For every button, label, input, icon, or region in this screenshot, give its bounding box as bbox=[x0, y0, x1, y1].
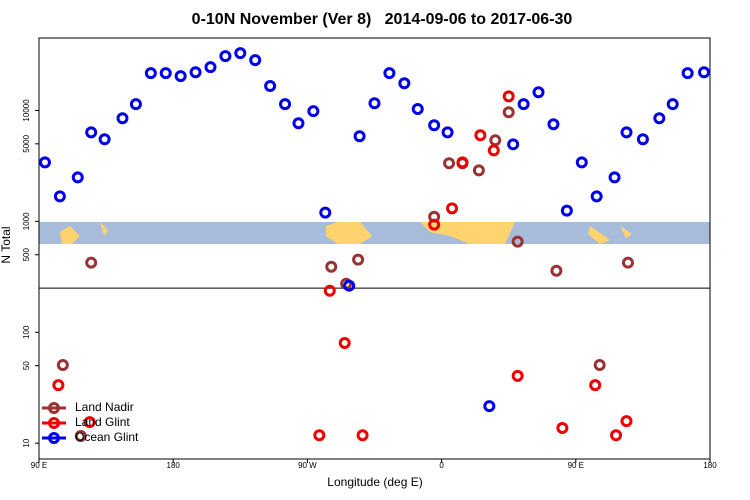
point bbox=[368, 97, 381, 110]
point bbox=[292, 117, 305, 130]
x-tick-label: 90 E bbox=[31, 461, 47, 470]
point bbox=[511, 235, 524, 248]
point bbox=[83, 416, 96, 429]
x-axis-label: Longitude (deg E) bbox=[327, 475, 422, 489]
point bbox=[487, 144, 500, 157]
legend-label: Land Nadir bbox=[75, 400, 134, 414]
point bbox=[352, 253, 365, 266]
point bbox=[502, 106, 515, 119]
point bbox=[74, 430, 87, 443]
point bbox=[428, 218, 441, 231]
point bbox=[38, 156, 51, 169]
point bbox=[621, 256, 634, 269]
point bbox=[511, 369, 524, 382]
point bbox=[85, 256, 98, 269]
point bbox=[446, 202, 459, 215]
legend-label: Ocean Glint bbox=[75, 430, 139, 444]
point bbox=[517, 98, 530, 111]
point bbox=[98, 133, 111, 146]
plot-frame bbox=[38, 37, 711, 460]
point bbox=[279, 98, 292, 111]
point bbox=[353, 130, 366, 143]
point bbox=[313, 429, 326, 442]
point bbox=[249, 54, 262, 67]
point bbox=[174, 70, 187, 83]
y-tick-label: 10 bbox=[22, 438, 31, 447]
y-tick-label: 10000 bbox=[22, 99, 31, 122]
legend-label: Land Glint bbox=[75, 415, 130, 429]
point bbox=[610, 429, 623, 442]
point bbox=[234, 47, 247, 60]
point bbox=[698, 66, 711, 79]
point bbox=[411, 103, 424, 116]
point bbox=[489, 134, 502, 147]
y-axis-label: N Total bbox=[0, 226, 13, 263]
point bbox=[219, 50, 232, 63]
point bbox=[556, 422, 569, 435]
point bbox=[356, 429, 369, 442]
point bbox=[159, 67, 172, 80]
point bbox=[620, 415, 633, 428]
point bbox=[681, 67, 694, 80]
point bbox=[472, 164, 485, 177]
legend-marker bbox=[48, 432, 60, 444]
y-tick-label: 500 bbox=[22, 248, 31, 262]
point bbox=[483, 400, 496, 413]
point bbox=[608, 171, 621, 184]
point bbox=[338, 337, 351, 350]
point bbox=[52, 379, 65, 392]
point bbox=[189, 66, 202, 79]
point bbox=[85, 126, 98, 139]
point bbox=[636, 133, 649, 146]
legend-marker bbox=[48, 402, 60, 414]
point bbox=[323, 284, 336, 297]
point bbox=[129, 98, 142, 111]
point bbox=[653, 112, 666, 125]
chart-title: 0-10N November (Ver 8) 2014-09-06 to 201… bbox=[192, 11, 573, 28]
point bbox=[560, 204, 573, 217]
point bbox=[590, 190, 603, 203]
legend-marker bbox=[48, 417, 60, 429]
point bbox=[589, 379, 602, 392]
x-tick-label: 90 E bbox=[568, 461, 584, 470]
point bbox=[343, 279, 356, 292]
point bbox=[507, 138, 520, 151]
point bbox=[666, 98, 679, 111]
point bbox=[264, 80, 277, 93]
point bbox=[428, 119, 441, 132]
point bbox=[53, 190, 66, 203]
x-tick-label: 180 bbox=[703, 461, 717, 470]
point bbox=[398, 77, 411, 90]
point bbox=[441, 126, 454, 139]
point bbox=[532, 86, 545, 99]
point bbox=[593, 358, 606, 371]
y-tick-label: 50 bbox=[22, 361, 31, 370]
point bbox=[144, 67, 157, 80]
point bbox=[383, 67, 396, 80]
x-tick-label: 90 W bbox=[298, 461, 317, 470]
point bbox=[204, 61, 217, 74]
point bbox=[443, 157, 456, 170]
point bbox=[502, 90, 515, 103]
point bbox=[547, 118, 560, 131]
x-tick-label: 180 bbox=[167, 461, 181, 470]
y-tick-label: 5000 bbox=[22, 134, 31, 152]
point bbox=[319, 206, 332, 219]
point bbox=[474, 129, 487, 142]
point bbox=[71, 171, 84, 184]
map-strip bbox=[39, 222, 710, 244]
point bbox=[307, 105, 320, 118]
point bbox=[456, 156, 469, 169]
point bbox=[620, 126, 633, 139]
y-tick-label: 100 bbox=[22, 325, 31, 339]
x-tick-label: 0 bbox=[439, 461, 444, 470]
point bbox=[325, 260, 338, 273]
y-tick-label: 1000 bbox=[22, 212, 31, 230]
point bbox=[56, 358, 69, 371]
point bbox=[575, 156, 588, 169]
point bbox=[550, 264, 563, 277]
point bbox=[116, 112, 129, 125]
